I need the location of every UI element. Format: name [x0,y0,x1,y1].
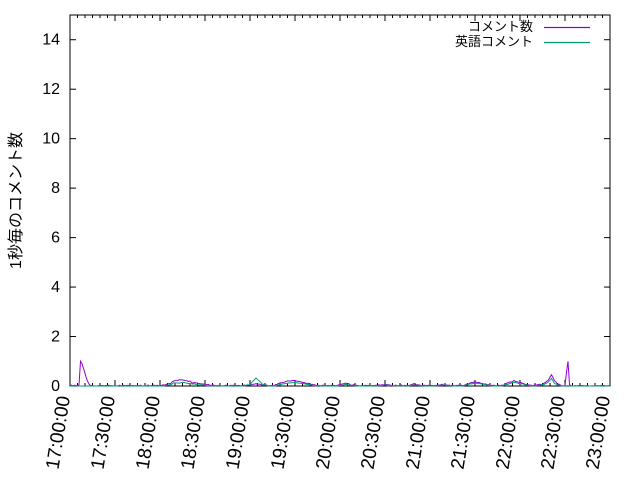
svg-text:英語コメント: 英語コメント [455,34,533,49]
svg-text:12: 12 [42,81,60,98]
svg-text:10: 10 [42,131,60,148]
svg-text:8: 8 [51,180,60,197]
svg-text:コメント数: コメント数 [468,19,533,34]
svg-text:0: 0 [51,378,60,395]
svg-text:4: 4 [51,279,60,296]
svg-text:1秒毎のコメント数: 1秒毎のコメント数 [7,132,25,269]
svg-text:14: 14 [42,32,60,49]
svg-text:2: 2 [51,329,60,346]
svg-text:6: 6 [51,230,60,247]
